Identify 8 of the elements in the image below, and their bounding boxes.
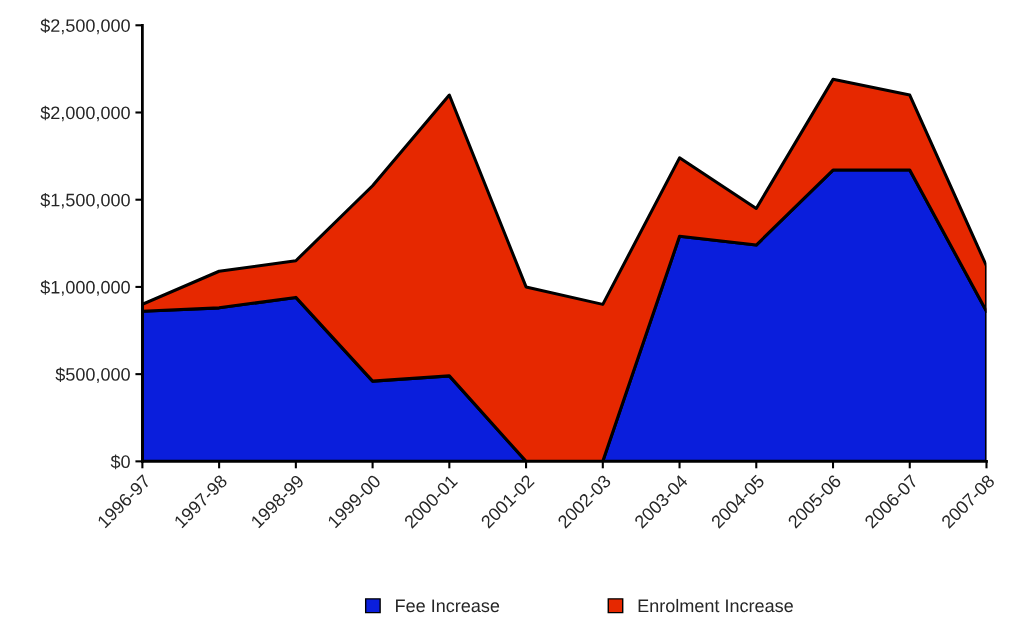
legend-label: Fee Increase (396, 599, 500, 613)
y-tick-label: $2,500,000 (40, 18, 130, 35)
y-tick-label: $1,000,000 (40, 280, 130, 296)
y-tick-label: $2,000,000 (40, 105, 130, 122)
y-tick-label: $1,500,000 (40, 192, 130, 209)
y-tick-label: $0 (110, 454, 130, 470)
y-tick-label: $500,000 (55, 367, 130, 383)
legend-label: Enrolment Increase (638, 598, 793, 613)
